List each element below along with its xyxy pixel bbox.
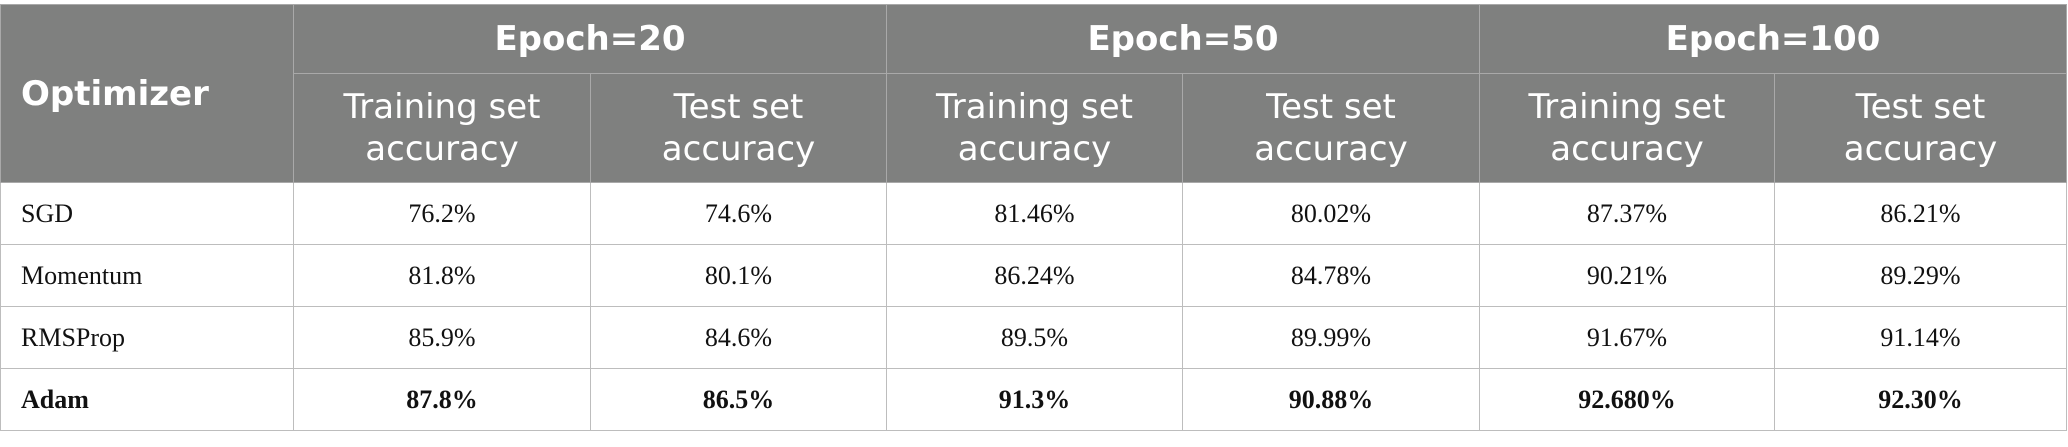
cell: 91.67%: [1479, 306, 1775, 369]
cell: 89.5%: [886, 306, 1183, 369]
group-header: Epoch=50: [886, 4, 1480, 74]
cell: 91.3%: [886, 368, 1183, 431]
table-row: Momentum 81.8% 80.1% 86.24% 84.78% 90.21% 89.2…: [0, 244, 2067, 307]
row-header: Optimizer: [0, 4, 294, 183]
cell: 92.30%: [1774, 368, 2067, 431]
cell: 85.9%: [293, 306, 591, 369]
table-header: Optimizer Epoch=20 Epoch=50 Epoch=100 Trai…: [0, 4, 2067, 183]
cell: 90.21%: [1479, 244, 1775, 307]
cell: 89.99%: [1182, 306, 1480, 369]
cell: 90.88%: [1182, 368, 1480, 431]
row-label: Adam: [0, 368, 294, 431]
column-header: Training set accuracy: [886, 73, 1183, 183]
header-row: Optimizer Epoch=20 Epoch=50 Epoch=100: [0, 4, 2067, 183]
group-header: Epoch=20: [293, 4, 887, 74]
cell: 89.29%: [1774, 244, 2067, 307]
cell: 76.2%: [293, 182, 591, 245]
row-label: SGD: [0, 182, 294, 245]
cell: 86.5%: [590, 368, 887, 431]
cell: 80.02%: [1182, 182, 1480, 245]
row-label: RMSProp: [0, 306, 294, 369]
column-header: Test set accuracy: [1774, 73, 2067, 183]
table-body: SGD 76.2% 74.6% 81.46% 80.02% 87.37% 86.21% Mom…: [0, 182, 2067, 431]
group-header: Epoch=100: [1479, 4, 2067, 74]
cell: 74.6%: [590, 182, 887, 245]
table-row: RMSProp 85.9% 84.6% 89.5% 89.99% 91.67% 91.14%: [0, 306, 2067, 369]
column-header: Training set accuracy: [1479, 73, 1775, 183]
cell: 86.24%: [886, 244, 1183, 307]
cell: 81.8%: [293, 244, 591, 307]
column-header: Training set accuracy: [293, 73, 591, 183]
header-row: Training set accuracy Test set accuracy Tr…: [1, 73, 2067, 183]
cell: 91.14%: [1774, 306, 2067, 369]
cell: 87.8%: [293, 368, 591, 431]
table-row: Adam 87.8% 86.5% 91.3% 90.88% 92.680% 92.30%: [0, 368, 2067, 431]
row-label: Momentum: [0, 244, 294, 307]
cell: 81.46%: [886, 182, 1183, 245]
column-header: Test set accuracy: [1182, 73, 1480, 183]
cell: 87.37%: [1479, 182, 1775, 245]
results-table: Optimizer Epoch=20 Epoch=50 Epoch=100 Trai…: [0, 4, 2067, 431]
cell: 92.680%: [1479, 368, 1775, 431]
column-header: Test set accuracy: [590, 73, 887, 183]
cell: 84.78%: [1182, 244, 1480, 307]
table-row: SGD 76.2% 74.6% 81.46% 80.02% 87.37% 86.21%: [0, 182, 2067, 245]
cell: 80.1%: [590, 244, 887, 307]
cell: 86.21%: [1774, 182, 2067, 245]
cell: 84.6%: [590, 306, 887, 369]
